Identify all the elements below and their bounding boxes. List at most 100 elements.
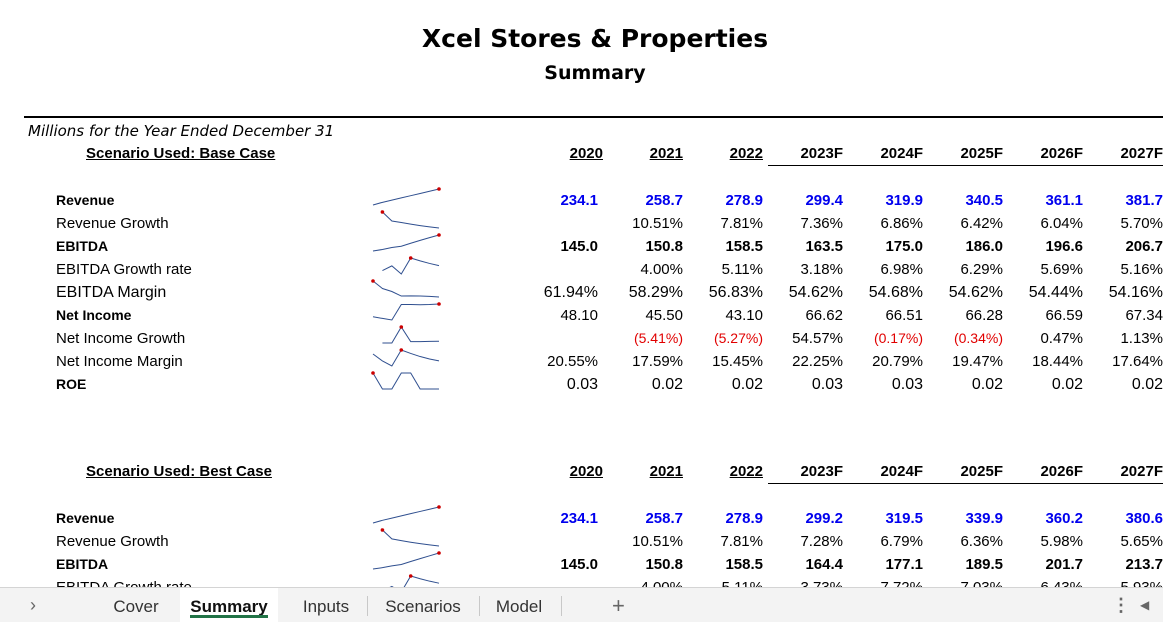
cell-value[interactable]: 3.18%: [800, 261, 843, 278]
cell-value[interactable]: 54.62%: [788, 284, 843, 301]
cell-value[interactable]: 20.79%: [872, 353, 923, 370]
cell-value[interactable]: 0.02: [1131, 376, 1163, 393]
cell-value[interactable]: 58.29%: [628, 284, 683, 301]
cell-value[interactable]: 6.79%: [880, 533, 923, 550]
cell-value[interactable]: 5.98%: [1040, 533, 1083, 550]
cell-value[interactable]: 361.1: [1045, 192, 1083, 209]
cell-value[interactable]: 234.1: [560, 192, 598, 209]
cell-value[interactable]: 145.0: [560, 238, 598, 255]
cell-value[interactable]: 0.02: [971, 376, 1003, 393]
cell-value[interactable]: 10.51%: [632, 215, 683, 232]
sheet-tab-cover[interactable]: Cover: [100, 588, 172, 622]
cell-value[interactable]: 299.4: [805, 192, 843, 209]
cell-value[interactable]: 22.25%: [792, 353, 843, 370]
cell-value[interactable]: 6.36%: [960, 533, 1003, 550]
cell-value[interactable]: 5.11%: [721, 261, 763, 278]
cell-value[interactable]: 61.94%: [543, 284, 598, 301]
cell-value[interactable]: 5.70%: [1120, 215, 1163, 232]
cell-value[interactable]: 145.0: [560, 556, 598, 573]
cell-value[interactable]: 7.81%: [720, 215, 763, 232]
cell-value[interactable]: 0.47%: [1040, 330, 1083, 347]
cell-value[interactable]: (0.17%): [873, 330, 923, 346]
cell-value[interactable]: 5.93%: [1073, 579, 1163, 587]
cell-value[interactable]: 66.51: [885, 307, 923, 324]
cell-value[interactable]: 19.47%: [952, 353, 1003, 370]
cell-value[interactable]: 54.16%: [1108, 284, 1163, 301]
cell-value[interactable]: 66.59: [1045, 307, 1083, 324]
cell-value[interactable]: 4.00%: [593, 579, 683, 587]
cell-value[interactable]: 0.02: [731, 376, 763, 393]
cell-value[interactable]: 186.0: [965, 238, 1003, 255]
cell-value[interactable]: 1.13%: [1120, 330, 1163, 347]
cell-value[interactable]: 10.51%: [632, 533, 683, 550]
cell-value[interactable]: 67.34: [1125, 307, 1163, 324]
cell-value[interactable]: 6.43%: [993, 579, 1083, 587]
cell-value[interactable]: 66.28: [965, 307, 1003, 324]
cell-value[interactable]: 4.00%: [640, 261, 683, 278]
cell-value[interactable]: (5.27%): [713, 330, 763, 346]
cell-value[interactable]: 6.04%: [1040, 215, 1083, 232]
cell-value[interactable]: 54.57%: [792, 330, 843, 347]
sheet-tab-inputs[interactable]: Inputs: [288, 588, 364, 622]
cell-value[interactable]: 0.03: [891, 376, 923, 393]
chevron-right-icon[interactable]: ›: [30, 595, 36, 615]
worksheet-grid[interactable]: Xcel Stores & Properties Summary Million…: [0, 0, 1163, 587]
cell-value[interactable]: 7.72%: [833, 579, 923, 587]
cell-value[interactable]: 20.55%: [547, 353, 598, 370]
cell-value[interactable]: 0.02: [1051, 376, 1083, 393]
cell-value[interactable]: 360.2: [1045, 510, 1083, 527]
cell-value[interactable]: 54.68%: [868, 284, 923, 301]
cell-value[interactable]: 6.42%: [960, 215, 1003, 232]
cell-value[interactable]: (0.34%): [953, 330, 1003, 346]
cell-value[interactable]: 17.59%: [632, 353, 683, 370]
cell-value[interactable]: 258.7: [645, 192, 683, 209]
cell-value[interactable]: 18.44%: [1032, 353, 1083, 370]
cell-value[interactable]: 177.1: [885, 556, 923, 573]
cell-value[interactable]: 278.9: [725, 192, 763, 209]
add-sheet-button[interactable]: +: [612, 593, 625, 618]
cell-value[interactable]: 6.29%: [960, 261, 1003, 278]
sheet-tab-model[interactable]: Model: [478, 588, 560, 622]
sheet-tab-summary[interactable]: Summary: [180, 588, 278, 622]
cell-value[interactable]: 54.62%: [948, 284, 1003, 301]
cell-value[interactable]: 206.7: [1125, 238, 1163, 255]
cell-value[interactable]: 196.6: [1045, 238, 1083, 255]
cell-value[interactable]: 0.03: [566, 376, 598, 393]
cell-value[interactable]: 340.5: [965, 192, 1003, 209]
cell-value[interactable]: 381.7: [1125, 192, 1163, 209]
cell-value[interactable]: 7.03%: [913, 579, 1003, 587]
cell-value[interactable]: 319.9: [885, 192, 923, 209]
cell-value[interactable]: 158.5: [725, 556, 763, 573]
cell-value[interactable]: 3.73%: [753, 579, 843, 587]
sheet-tab-scenarios[interactable]: Scenarios: [370, 588, 476, 622]
cell-value[interactable]: 299.2: [805, 510, 843, 527]
cell-value[interactable]: 6.86%: [880, 215, 923, 232]
cell-value[interactable]: 278.9: [725, 510, 763, 527]
cell-value[interactable]: 54.44%: [1028, 284, 1083, 301]
cell-value[interactable]: 380.6: [1125, 510, 1163, 527]
cell-value[interactable]: 48.10: [560, 307, 598, 324]
cell-value[interactable]: 189.5: [965, 556, 1003, 573]
cell-value[interactable]: 150.8: [645, 556, 683, 573]
cell-value[interactable]: 234.1: [560, 510, 598, 527]
cell-value[interactable]: 175.0: [885, 238, 923, 255]
cell-value[interactable]: 45.50: [645, 307, 683, 324]
cell-value[interactable]: 164.4: [805, 556, 843, 573]
cell-value[interactable]: 201.7: [1045, 556, 1083, 573]
cell-value[interactable]: 56.83%: [708, 284, 763, 301]
cell-value[interactable]: 150.8: [645, 238, 683, 255]
more-options-icon[interactable]: ⋮: [1112, 595, 1130, 615]
cell-value[interactable]: 7.81%: [720, 533, 763, 550]
cell-value[interactable]: 17.64%: [1112, 353, 1163, 370]
cell-value[interactable]: 5.65%: [1120, 533, 1163, 550]
cell-value[interactable]: 6.98%: [880, 261, 923, 278]
cell-value[interactable]: 5.11%: [673, 579, 763, 587]
cell-value[interactable]: 66.62: [805, 307, 843, 324]
cell-value[interactable]: 5.69%: [1040, 261, 1083, 278]
cell-value[interactable]: 0.03: [811, 376, 843, 393]
cell-value[interactable]: 0.02: [651, 376, 683, 393]
cell-value[interactable]: 339.9: [965, 510, 1003, 527]
cell-value[interactable]: (5.41%): [633, 330, 683, 346]
cell-value[interactable]: 7.36%: [800, 215, 843, 232]
cell-value[interactable]: 7.28%: [800, 533, 843, 550]
